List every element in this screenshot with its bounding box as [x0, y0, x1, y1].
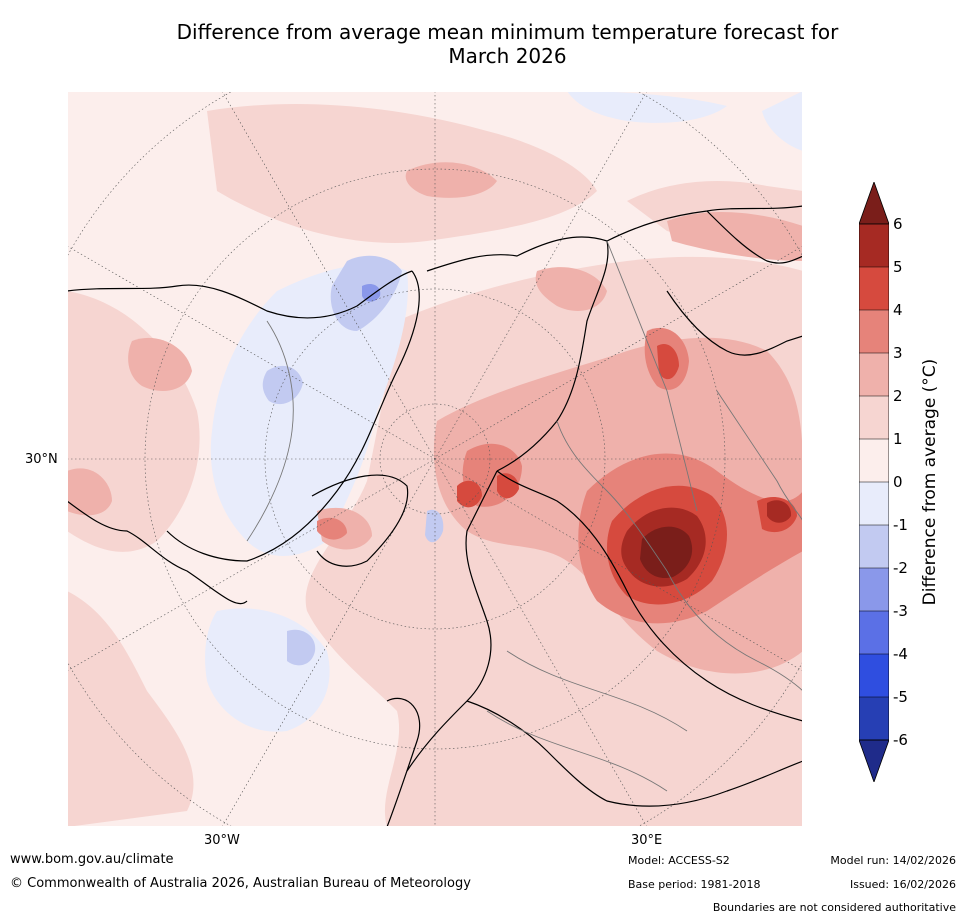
- colorbar-tick: -3: [893, 602, 908, 620]
- colorbar-label: Difference from average (°C): [920, 358, 940, 606]
- colorbar-swatch: [859, 224, 889, 267]
- map-svg: [67, 91, 803, 827]
- colorbar-extend-bottom: [858, 739, 890, 784]
- anomaly-minus-1-to-0: [205, 91, 803, 732]
- longitude-label-30w: 30°W: [204, 833, 240, 848]
- colorbar-extend-top: [858, 180, 890, 225]
- colorbar-tick: 0: [893, 473, 903, 491]
- longitude-label-30e: 30°E: [631, 833, 663, 848]
- colorbar-tick: 5: [893, 258, 903, 276]
- graticule: [67, 91, 803, 827]
- coastlines: [67, 205, 803, 827]
- website-link[interactable]: www.bom.gov.au/climate: [10, 852, 174, 867]
- colorbar-tick: -1: [893, 516, 908, 534]
- colorbar-tick: 1: [893, 430, 903, 448]
- anomaly-above-6: [640, 526, 693, 579]
- colorbar-swatch: [859, 525, 889, 568]
- colorbar-svg: [858, 180, 890, 784]
- title-line-2: March 2026: [448, 44, 567, 68]
- title-line-1: Difference from average mean minimum tem…: [176, 20, 839, 44]
- colorbar-swatch: [859, 310, 889, 353]
- model-text: Model: ACCESS-S2: [628, 854, 730, 867]
- disclaimer-text: Boundaries are not considered authoritat…: [712, 901, 956, 914]
- colorbar-tick: -2: [893, 559, 908, 577]
- colorbar-tick: 2: [893, 387, 903, 405]
- model-run-text: Model run: 14/02/2026: [830, 854, 956, 867]
- chart-title: Difference from average mean minimum tem…: [60, 20, 955, 68]
- colorbar-swatch: [859, 568, 889, 611]
- base-period-text: Base period: 1981-2018: [628, 878, 761, 891]
- colorbar-tick: 6: [893, 215, 903, 233]
- colorbar-tick: -5: [893, 688, 908, 706]
- borders: [246, 240, 803, 792]
- colorbar: [858, 180, 890, 784]
- forecast-map: [67, 91, 803, 827]
- colorbar-tick: 4: [893, 301, 903, 319]
- issued-text: Issued: 16/02/2026: [849, 878, 956, 891]
- colorbar-swatch: [859, 697, 889, 740]
- colorbar-tick: -6: [893, 731, 908, 749]
- colorbar-swatch: [859, 267, 889, 310]
- colorbar-tick: -4: [893, 645, 908, 663]
- copyright-text: © Commonwealth of Australia 2026, Austra…: [10, 876, 471, 891]
- colorbar-swatch: [859, 353, 889, 396]
- colorbar-swatch: [859, 654, 889, 697]
- map-frame: [67, 91, 803, 827]
- latitude-label-30n: 30°N: [25, 452, 58, 467]
- colorbar-swatch: [859, 396, 889, 439]
- colorbar-swatch: [859, 482, 889, 525]
- colorbar-dividers: [859, 266, 889, 698]
- colorbar-swatch: [859, 611, 889, 654]
- colorbar-tick: 3: [893, 344, 903, 362]
- colorbar-swatch: [859, 439, 889, 482]
